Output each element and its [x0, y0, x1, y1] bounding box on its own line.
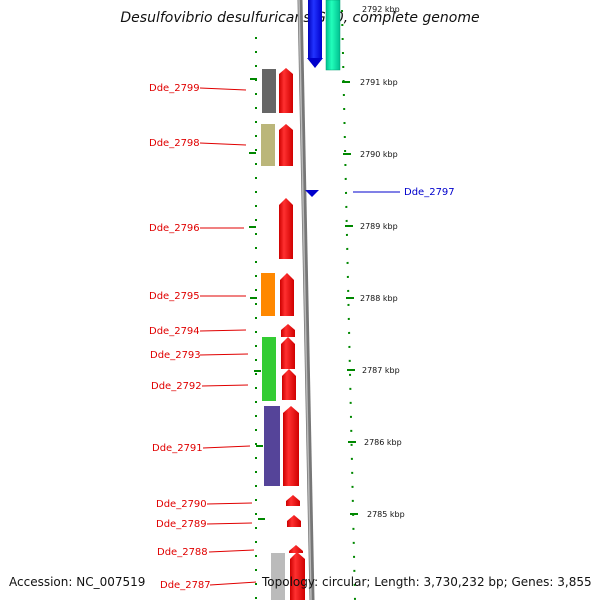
gene-label: Dde_2797 [404, 187, 455, 198]
gene-arrow-2787 [290, 552, 305, 600]
gene-labels[interactable]: Dde_2799 Dde_2798 Dde_2797 Dde_2796 Dde_… [149, 83, 455, 591]
right-major-ticks [342, 81, 358, 515]
gene-arrow-2791 [283, 406, 299, 486]
gene-label: Dde_2792 [151, 381, 202, 392]
gene-label: Dde_2798 [149, 138, 200, 149]
gene-dde-2797[interactable] [305, 190, 319, 197]
gene-label: Dde_2791 [152, 443, 203, 454]
gene-label: Dde_2799 [149, 83, 200, 94]
gene-top-blue[interactable] [307, 0, 323, 68]
tick-label: 2788 kbp [360, 294, 398, 303]
gene-label: Dde_2788 [157, 547, 208, 558]
genome-backbone-highlight [298, 0, 312, 600]
gene-arrow-2792 [282, 369, 296, 400]
gene-arrow-2798 [279, 124, 293, 166]
cog-bar-2791 [264, 406, 280, 486]
gene-label: Dde_2795 [149, 291, 200, 302]
accession-text: Accession: NC_007519 [9, 575, 146, 589]
tick-label: 2785 kbp [367, 510, 405, 519]
gene-arrow-2799 [279, 68, 293, 113]
gene-label: Dde_2796 [149, 223, 200, 234]
cog-bar-2788 [271, 553, 285, 600]
right-tick-column [341, 9, 356, 600]
left-major-ticks [249, 78, 265, 520]
gene-label: Dde_2794 [149, 326, 200, 337]
gene-label: Dde_2793 [150, 350, 201, 361]
gene-arrow-2789 [287, 515, 301, 527]
coordinate-labels: 2792 kbp 2791 kbp 2790 kbp 2789 kbp 2788… [360, 5, 405, 519]
gene-arrow-2788a [289, 545, 303, 553]
gene-arrow-2795 [280, 273, 294, 316]
gene-top-teal[interactable] [325, 0, 341, 71]
gene-arrow-2793 [281, 337, 295, 369]
tick-label: 2789 kbp [360, 222, 398, 231]
cog-bar-2795 [261, 273, 275, 316]
gene-arrow-2790 [286, 495, 300, 506]
cog-bar-2793 [262, 337, 276, 401]
tick-label: 2787 kbp [362, 366, 400, 375]
gene-arrow-2796 [279, 198, 293, 259]
tick-label: 2786 kbp [364, 438, 402, 447]
label-leader-lines [199, 87, 257, 586]
gene-label: Dde_2790 [156, 499, 207, 510]
cog-bar-2798 [261, 124, 275, 166]
gene-arrow-2794 [281, 324, 295, 337]
gene-arrows-forward[interactable] [279, 68, 305, 600]
gene-label: Dde_2789 [156, 519, 207, 530]
cog-bar-2799 [262, 69, 276, 113]
genome-backbone [297, 0, 315, 600]
tick-label: 2791 kbp [360, 78, 398, 87]
topology-text: Topology: circular; Length: 3,730,232 bp… [262, 575, 592, 589]
gene-label: Dde_2787 [160, 580, 211, 591]
tick-label: 2790 kbp [360, 150, 398, 159]
tick-label: 2792 kbp [362, 5, 400, 14]
